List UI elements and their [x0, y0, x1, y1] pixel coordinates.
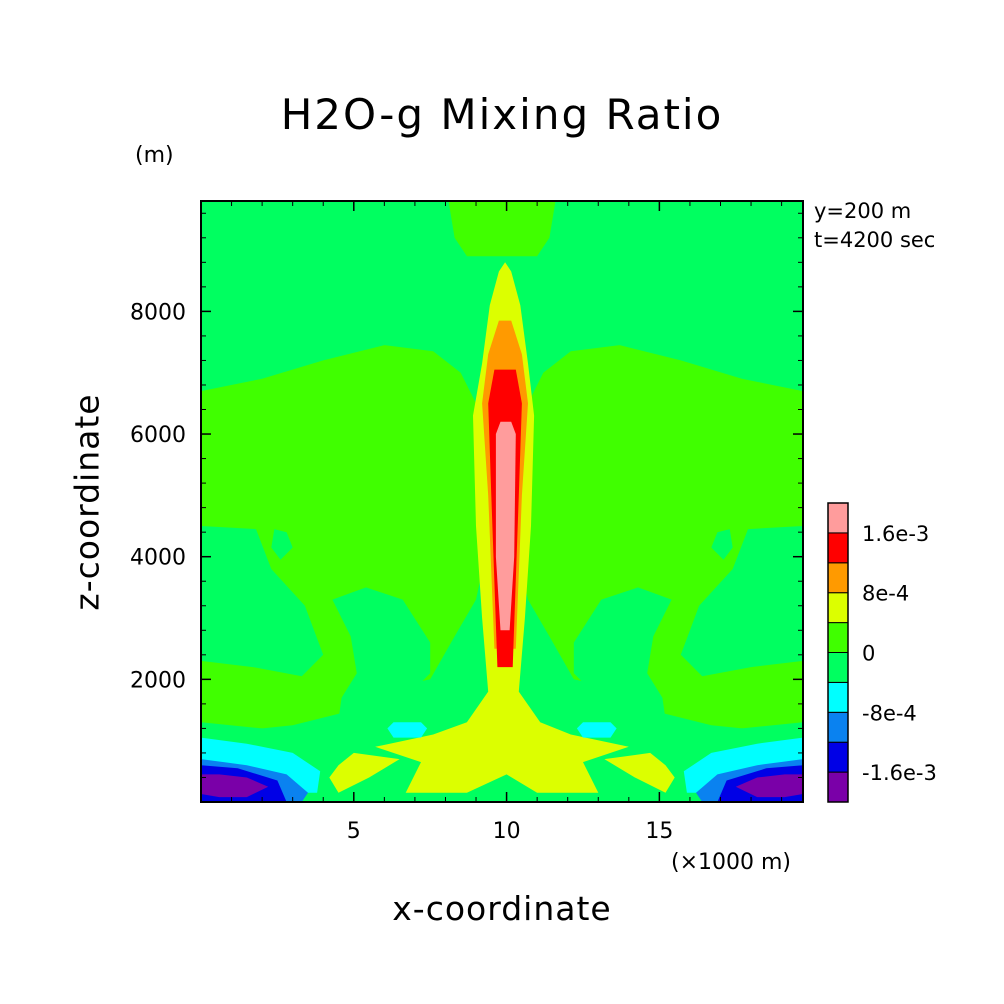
colorbar-tick-label: 8e-4 — [862, 582, 909, 606]
x-axis-label: x-coordinate — [392, 889, 612, 928]
x-tick-label: 15 — [645, 819, 673, 844]
contour-region — [271, 529, 293, 560]
colorbar-swatch — [827, 771, 849, 803]
colorbar-swatch — [827, 681, 849, 713]
axis-ticks: 5 10 15 2000 4000 6000 8000 — [130, 201, 803, 844]
colorbar-tick-label: -8e-4 — [862, 701, 917, 725]
colorbar-swatch — [827, 502, 849, 534]
colorbar-tick-label: -1.6e-3 — [862, 761, 937, 785]
y-tick-label: 4000 — [130, 546, 186, 571]
y-tick-label: 2000 — [130, 668, 186, 693]
colorbar: -1.6e-3 -8e-4 0 8e-4 1.6e-3 — [827, 502, 937, 803]
plot-frame — [200, 200, 804, 803]
contour-region — [495, 421, 516, 631]
colorbar-swatch — [827, 592, 849, 624]
contour-region — [604, 752, 675, 793]
y-axis-unit: (m) — [135, 143, 174, 168]
contour-region — [576, 722, 617, 738]
contour-region — [680, 526, 803, 677]
colorbar-swatch — [827, 562, 849, 594]
chart-title: H2O-g Mixing Ratio — [280, 90, 724, 139]
contour-regions — [201, 201, 803, 802]
contour-region — [329, 752, 400, 793]
colorbar-frame — [827, 502, 849, 803]
contour-region — [201, 526, 324, 677]
colorbar-tick-label: 0 — [862, 642, 875, 666]
annotation-time: t=4200 sec — [814, 228, 936, 252]
contour-region — [201, 774, 269, 798]
colorbar-swatch — [827, 622, 849, 653]
annotation-y-position: y=200 m — [814, 199, 912, 223]
contour-region — [735, 774, 803, 798]
y-tick-label: 6000 — [130, 423, 186, 448]
x-tick-label: 5 — [347, 819, 361, 844]
x-axis-unit: (×1000 m) — [671, 850, 792, 875]
x-tick-label: 10 — [493, 819, 521, 844]
colorbar-swatch — [827, 652, 849, 683]
contour-region — [573, 587, 672, 723]
contour-region — [387, 722, 428, 738]
colorbar-swatch — [827, 711, 849, 743]
y-tick-label: 8000 — [130, 300, 186, 325]
colorbar-swatch — [827, 532, 849, 564]
colorbar-tick-label: 1.6e-3 — [862, 522, 929, 546]
contour-region — [448, 201, 556, 257]
contour-region — [711, 529, 733, 560]
contour-region — [332, 587, 431, 723]
colorbar-swatch — [827, 741, 849, 773]
